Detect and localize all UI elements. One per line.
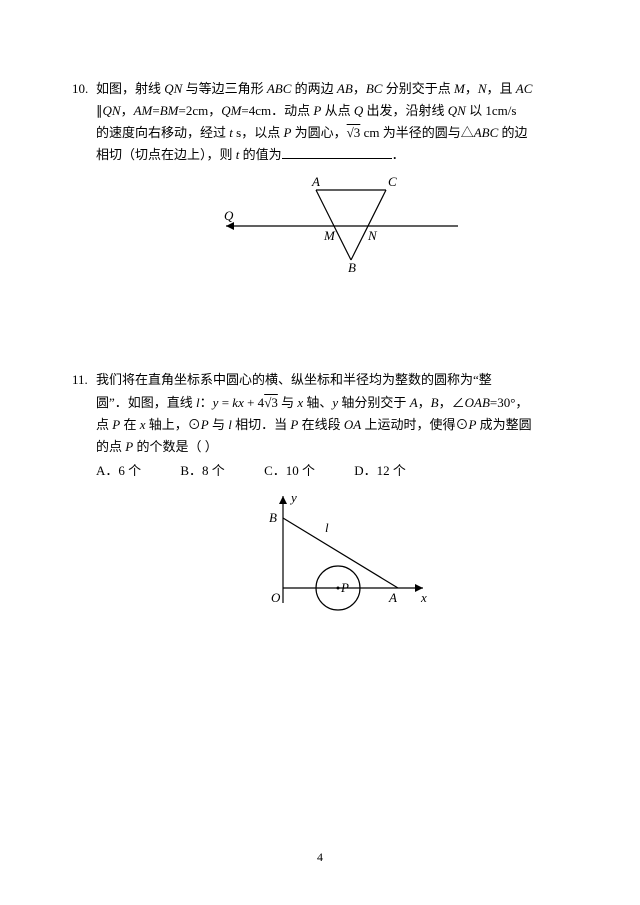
svg-text:Q: Q	[224, 208, 234, 223]
option-d: D．12 个	[354, 460, 406, 482]
svg-text:l: l	[325, 520, 329, 535]
problem-text: 我们将在直角坐标系中圆心的横、纵坐标和半径均为整数的圆称为“整 圆”．如图，直线…	[96, 369, 580, 625]
svg-text:B: B	[348, 260, 356, 272]
problem-text: 如图，射线 QN 与等边三角形 ABC 的两边 AB，BC 分别交于点 M，N，…	[96, 78, 580, 279]
problem-number: 11.	[72, 369, 96, 625]
svg-text:A: A	[311, 174, 320, 189]
option-c: C．10 个	[264, 460, 315, 482]
figure-10: A C B M N Q	[96, 172, 580, 279]
coord-diagram: y x O A B P l	[243, 488, 433, 618]
option-a: A．6 个	[96, 460, 141, 482]
sqrt-icon: √3	[264, 395, 278, 410]
options: A．6 个 B．8 个 C．10 个 D．12 个	[96, 460, 580, 482]
option-b: B．8 个	[180, 460, 224, 482]
figure-11: y x O A B P l	[96, 488, 580, 625]
svg-text:A: A	[388, 590, 397, 605]
svg-text:P: P	[340, 580, 349, 595]
page-number: 4	[0, 850, 640, 865]
problem-number: 10.	[72, 78, 96, 279]
svg-text:M: M	[323, 228, 336, 243]
svg-text:N: N	[367, 228, 378, 243]
svg-text:O: O	[271, 590, 281, 605]
page-content: 10. 如图，射线 QN 与等边三角形 ABC 的两边 AB，BC 分别交于点 …	[0, 0, 640, 755]
problem-10: 10. 如图，射线 QN 与等边三角形 ABC 的两边 AB，BC 分别交于点 …	[72, 78, 580, 279]
svg-text:y: y	[289, 490, 297, 505]
svg-text:B: B	[269, 510, 277, 525]
problem-10-body: 10. 如图，射线 QN 与等边三角形 ABC 的两边 AB，BC 分别交于点 …	[72, 78, 580, 279]
problem-11-body: 11. 我们将在直角坐标系中圆心的横、纵坐标和半径均为整数的圆称为“整 圆”．如…	[72, 369, 580, 625]
triangle-diagram: A C B M N Q	[208, 172, 468, 272]
problem-11: 11. 我们将在直角坐标系中圆心的横、纵坐标和半径均为整数的圆称为“整 圆”．如…	[72, 369, 580, 625]
svg-text:x: x	[420, 590, 427, 605]
sqrt-icon: √3	[347, 125, 361, 140]
answer-blank	[282, 145, 392, 159]
svg-text:C: C	[388, 174, 397, 189]
